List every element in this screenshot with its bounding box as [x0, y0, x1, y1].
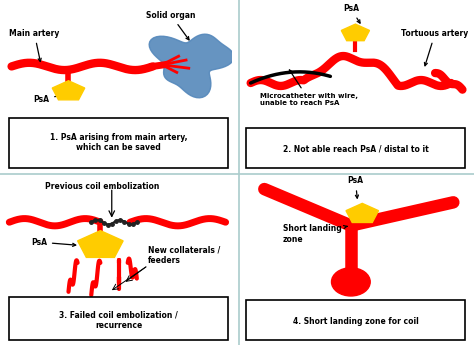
- Polygon shape: [149, 34, 234, 98]
- Text: Tortuous artery: Tortuous artery: [401, 29, 469, 66]
- Text: PsA: PsA: [33, 91, 76, 104]
- Text: New collaterals /
feeders: New collaterals / feeders: [148, 246, 220, 265]
- Text: Previous coil embolization: Previous coil embolization: [46, 183, 160, 191]
- FancyBboxPatch shape: [9, 118, 228, 168]
- FancyBboxPatch shape: [246, 300, 465, 340]
- Text: PsA: PsA: [343, 4, 360, 23]
- FancyBboxPatch shape: [246, 128, 465, 168]
- Text: 4. Short landing zone for coil: 4. Short landing zone for coil: [292, 317, 418, 326]
- Text: PsA: PsA: [347, 176, 364, 198]
- Text: 3. Failed coil embolization /
recurrence: 3. Failed coil embolization / recurrence: [59, 310, 178, 330]
- Polygon shape: [341, 24, 370, 41]
- Text: PsA: PsA: [31, 238, 76, 247]
- Polygon shape: [52, 81, 85, 100]
- Text: Solid organ: Solid organ: [146, 11, 196, 40]
- Polygon shape: [346, 203, 378, 223]
- FancyBboxPatch shape: [9, 297, 228, 340]
- Text: 2. Not able reach PsA / distal to it: 2. Not able reach PsA / distal to it: [283, 145, 428, 154]
- Text: Short landing
zone: Short landing zone: [283, 224, 347, 244]
- Circle shape: [331, 268, 370, 296]
- Text: Microcatheter with wire,
unable to reach PsA: Microcatheter with wire, unable to reach…: [260, 70, 358, 106]
- Text: Main artery: Main artery: [9, 29, 60, 61]
- Polygon shape: [78, 230, 123, 257]
- Text: 1. PsA arising from main artery,
which can be saved: 1. PsA arising from main artery, which c…: [50, 133, 187, 152]
